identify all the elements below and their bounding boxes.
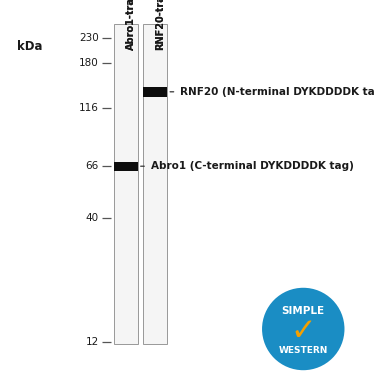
Text: ®: ® [336, 357, 342, 362]
Text: 230: 230 [79, 33, 99, 43]
Text: 66: 66 [86, 161, 99, 171]
Text: RNF20 (N-terminal DYKDDDDK tag): RNF20 (N-terminal DYKDDDDK tag) [180, 87, 375, 97]
Text: kDa: kDa [17, 40, 42, 53]
Text: WESTERN: WESTERN [279, 346, 328, 355]
Text: Abro1-transfectant: Abro1-transfectant [126, 0, 136, 50]
Circle shape [261, 287, 345, 371]
Bar [114, 24, 138, 344]
Bar [143, 87, 167, 96]
Text: 40: 40 [86, 213, 99, 223]
Text: RNF20-transfectant: RNF20-transfectant [155, 0, 165, 50]
Text: 180: 180 [79, 58, 99, 68]
Text: ✓: ✓ [291, 316, 316, 346]
Text: 12: 12 [86, 337, 99, 346]
Bar [143, 24, 167, 344]
Text: Abro1-transfectant: Abro1-transfectant [126, 0, 136, 50]
Bar [114, 162, 138, 171]
Text: Abro1 (C-terminal DYKDDDDK tag): Abro1 (C-terminal DYKDDDDK tag) [151, 161, 354, 171]
Text: 116: 116 [79, 103, 99, 113]
Text: SIMPLE: SIMPLE [282, 306, 325, 316]
Text: RNF20-transfectant: RNF20-transfectant [155, 0, 165, 50]
